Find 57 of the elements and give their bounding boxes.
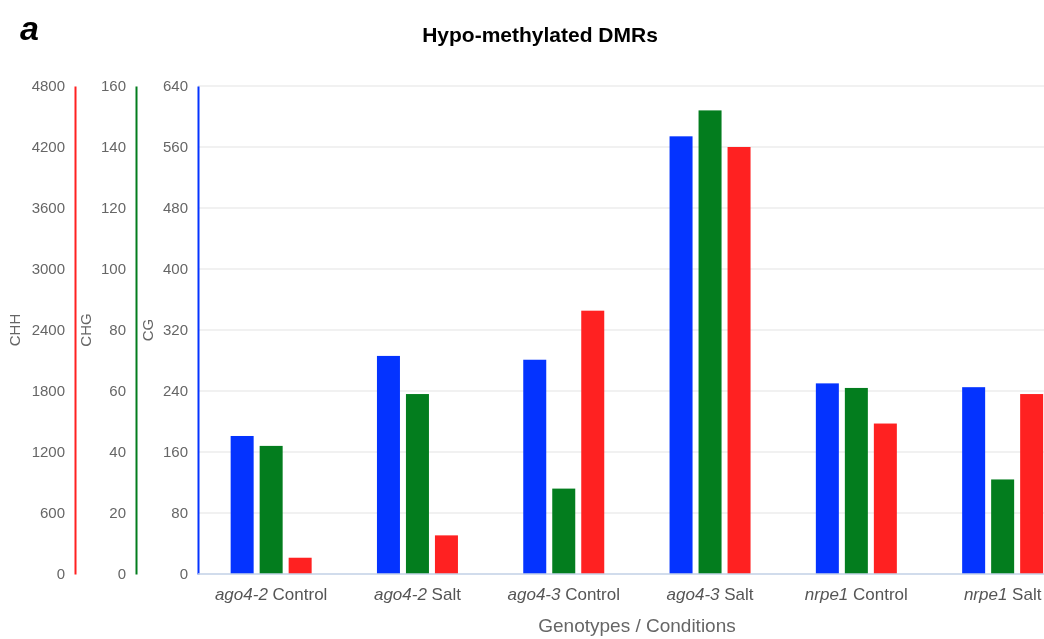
bar	[376, 355, 400, 574]
x-tick-label: ago4-3 Salt	[666, 585, 754, 604]
y-tick-label: 80	[171, 504, 188, 522]
bar	[873, 423, 897, 574]
y-tick-label: 240	[162, 382, 188, 400]
y-tick-label: 320	[162, 321, 188, 339]
x-axis-title: Genotypes / Conditions	[538, 615, 736, 636]
text: a	[20, 9, 39, 47]
y2-tick-label: 160	[100, 77, 126, 95]
y-tick-label: 560	[162, 138, 188, 156]
bar	[962, 387, 986, 574]
y-tick-label: 160	[162, 443, 188, 461]
bar	[727, 147, 751, 574]
y3-axis-title: CHH	[6, 313, 23, 347]
chart-title: Hypo-methylated DMRs	[422, 23, 658, 46]
y2-tick-label: 60	[109, 382, 126, 400]
x-tick-label: ago4-2 Salt	[373, 585, 462, 604]
bar	[259, 445, 283, 574]
x-tick-label: ago4-3 Control	[507, 585, 620, 604]
y-axis-title: CG	[139, 318, 156, 342]
bar	[991, 479, 1015, 574]
y3-tick-label: 600	[39, 504, 65, 522]
y-tick-label: 0	[179, 565, 188, 583]
bar	[523, 359, 547, 574]
y3-tick-label: 3000	[31, 260, 65, 278]
y3-tick-label: 1800	[31, 382, 65, 400]
y3-tick-label: 3600	[31, 199, 65, 217]
x-tick-label: nrpe1 Control	[804, 585, 908, 604]
bar	[815, 383, 839, 574]
bar	[1020, 394, 1044, 574]
bar	[405, 394, 429, 574]
y3-tick-label: 2400	[31, 321, 65, 339]
bar	[288, 557, 312, 574]
y2-tick-label: 100	[100, 260, 126, 278]
y3-tick-label: 1200	[31, 443, 65, 461]
y2-tick-label: 80	[109, 321, 126, 339]
bar	[230, 435, 254, 574]
bar	[844, 387, 868, 574]
y2-tick-label: 20	[109, 504, 126, 522]
y-tick-label: 480	[162, 199, 188, 217]
bar	[669, 136, 693, 574]
x-tick-label: nrpe1 Salt	[963, 585, 1042, 604]
x-tick-label: ago4-2 Control	[214, 585, 328, 604]
bar	[581, 310, 605, 574]
y2-axis-title: CHG	[77, 313, 94, 347]
y3-tick-label: 0	[56, 565, 65, 583]
y-tick-label: 640	[162, 77, 188, 95]
y-tick-label: 400	[162, 260, 188, 278]
bar	[552, 488, 576, 574]
y2-tick-label: 120	[100, 199, 126, 217]
bar	[434, 535, 458, 574]
bar	[698, 110, 722, 574]
y3-tick-label: 4200	[31, 138, 65, 156]
y2-tick-label: 40	[109, 443, 126, 461]
y3-tick-label: 4800	[31, 77, 65, 95]
y2-tick-label: 140	[100, 138, 126, 156]
y2-tick-label: 0	[117, 565, 126, 583]
